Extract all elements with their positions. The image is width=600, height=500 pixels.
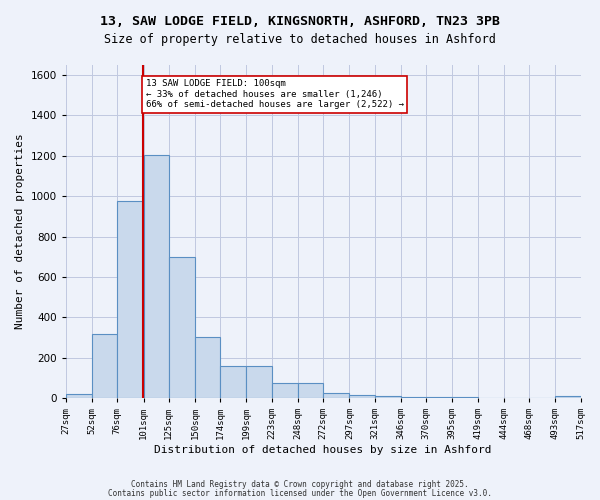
Bar (349, 395, 374, 398)
Text: 13 SAW LODGE FIELD: 100sqm
← 33% of detached houses are smaller (1,246)
66% of s: 13 SAW LODGE FIELD: 100sqm ← 33% of deta… (146, 79, 404, 109)
Bar (143, 155, 169, 398)
Text: 13, SAW LODGE FIELD, KINGSNORTH, ASHFORD, TN23 3PB: 13, SAW LODGE FIELD, KINGSNORTH, ASHFORD… (100, 15, 500, 28)
Bar (92, 334, 118, 398)
Bar (272, 383, 298, 398)
Bar (555, 396, 581, 398)
Text: Size of property relative to detached houses in Ashford: Size of property relative to detached ho… (104, 32, 496, 46)
Bar (298, 383, 323, 398)
Bar (66, 394, 92, 398)
Bar (401, 397, 426, 398)
Bar (374, 396, 401, 398)
Bar (220, 366, 247, 398)
Bar (195, 336, 220, 398)
Bar (169, 257, 195, 398)
Bar (426, 397, 452, 398)
Y-axis label: Number of detached properties: Number of detached properties (15, 134, 25, 330)
Bar (247, 366, 272, 398)
Text: Contains HM Land Registry data © Crown copyright and database right 2025.: Contains HM Land Registry data © Crown c… (131, 480, 469, 489)
Bar (118, 202, 143, 398)
Bar (452, 397, 478, 398)
X-axis label: Distribution of detached houses by size in Ashford: Distribution of detached houses by size … (154, 445, 492, 455)
Bar (323, 393, 349, 398)
Text: Contains public sector information licensed under the Open Government Licence v3: Contains public sector information licen… (108, 489, 492, 498)
